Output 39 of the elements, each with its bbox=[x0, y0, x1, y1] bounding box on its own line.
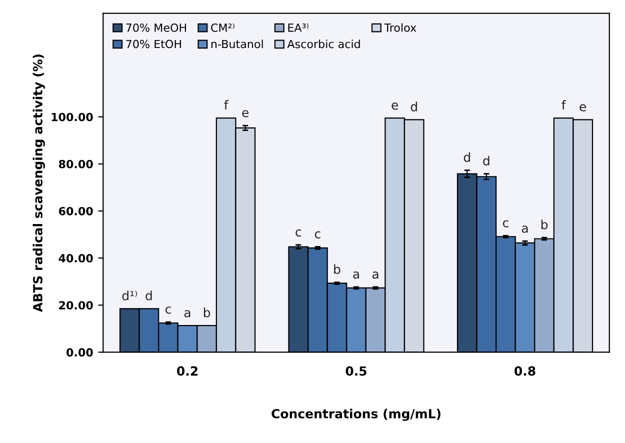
data-label: d bbox=[483, 156, 490, 166]
x-axis-title: Concentrations (mg/mL) bbox=[272, 408, 440, 421]
legend-label: Trolox bbox=[384, 23, 416, 32]
data-label: a bbox=[184, 310, 190, 318]
data-label: a bbox=[522, 226, 528, 233]
data-label: b bbox=[541, 220, 548, 230]
y-tick-label: 80.00 bbox=[58, 160, 93, 168]
data-label: d bbox=[146, 290, 152, 300]
data-label: d bbox=[410, 102, 417, 112]
data-label: f bbox=[562, 100, 566, 110]
y-axis-title: ABTS radical scavenging activity (%) bbox=[32, 54, 45, 312]
x-tick-label: 0.2 bbox=[177, 366, 198, 376]
y-tick-label: 100.00 bbox=[52, 112, 93, 122]
data-label: a bbox=[353, 272, 359, 279]
legend-label: n-Butanol bbox=[211, 40, 263, 48]
y-tick-label: 0.00 bbox=[66, 348, 93, 357]
data-label: f bbox=[224, 100, 229, 110]
data-label: e bbox=[580, 104, 586, 112]
data-label: c bbox=[502, 220, 508, 228]
data-label: c bbox=[165, 306, 171, 314]
legend-label: Ascorbic acid bbox=[287, 40, 360, 48]
data-label: d¹⁾ bbox=[122, 290, 137, 300]
data-label: c bbox=[314, 231, 320, 238]
data-label: d bbox=[464, 152, 470, 162]
y-tick-label: 20.00 bbox=[59, 301, 93, 310]
legend-label: EA³⁾ bbox=[288, 23, 308, 32]
x-tick-label: 0.5 bbox=[346, 366, 366, 376]
x-tick-label: 0.8 bbox=[514, 366, 536, 376]
legend-label: CM²⁾ bbox=[211, 23, 234, 32]
legend-label: 70% EtOH bbox=[126, 40, 181, 48]
legend-label: 70% MeOH bbox=[126, 23, 186, 32]
y-tick-label: 40.00 bbox=[58, 254, 93, 262]
data-label: a bbox=[372, 272, 378, 279]
data-label: b bbox=[204, 308, 210, 318]
data-label: c bbox=[296, 229, 302, 237]
data-label: e bbox=[242, 110, 249, 118]
data-label: b bbox=[334, 264, 340, 274]
y-tick-label: 60.00 bbox=[58, 206, 93, 216]
data-label: e bbox=[392, 102, 398, 110]
